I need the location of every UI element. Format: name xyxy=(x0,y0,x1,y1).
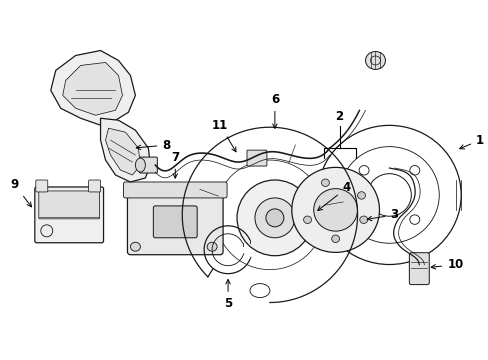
FancyBboxPatch shape xyxy=(35,187,103,243)
FancyBboxPatch shape xyxy=(246,150,266,166)
Text: 6: 6 xyxy=(270,93,279,128)
Ellipse shape xyxy=(291,167,379,252)
Ellipse shape xyxy=(359,216,367,224)
Ellipse shape xyxy=(303,216,311,224)
Ellipse shape xyxy=(321,179,329,186)
Ellipse shape xyxy=(357,192,365,199)
Ellipse shape xyxy=(331,235,339,243)
Text: 5: 5 xyxy=(224,279,232,310)
Polygon shape xyxy=(101,118,150,182)
Ellipse shape xyxy=(254,198,294,238)
Ellipse shape xyxy=(313,189,357,231)
Ellipse shape xyxy=(265,209,283,227)
FancyBboxPatch shape xyxy=(139,157,157,173)
FancyBboxPatch shape xyxy=(39,191,100,219)
Ellipse shape xyxy=(365,51,385,69)
Text: 4: 4 xyxy=(317,181,350,211)
Polygon shape xyxy=(51,50,135,125)
FancyBboxPatch shape xyxy=(127,189,223,255)
FancyBboxPatch shape xyxy=(88,180,101,192)
Text: 8: 8 xyxy=(136,139,170,152)
Text: 9: 9 xyxy=(11,179,31,207)
Ellipse shape xyxy=(237,180,312,256)
Polygon shape xyxy=(105,128,140,175)
FancyBboxPatch shape xyxy=(408,253,428,285)
FancyBboxPatch shape xyxy=(123,182,226,198)
Text: 7: 7 xyxy=(171,150,179,178)
Ellipse shape xyxy=(130,242,140,251)
Ellipse shape xyxy=(135,158,145,172)
Text: 11: 11 xyxy=(211,119,236,152)
FancyBboxPatch shape xyxy=(153,206,197,238)
FancyBboxPatch shape xyxy=(36,180,48,192)
Text: 10: 10 xyxy=(430,258,463,271)
Text: 2: 2 xyxy=(335,110,343,123)
Ellipse shape xyxy=(207,242,217,251)
Text: 1: 1 xyxy=(459,134,483,149)
Text: 3: 3 xyxy=(366,208,398,221)
Polygon shape xyxy=(62,62,122,115)
